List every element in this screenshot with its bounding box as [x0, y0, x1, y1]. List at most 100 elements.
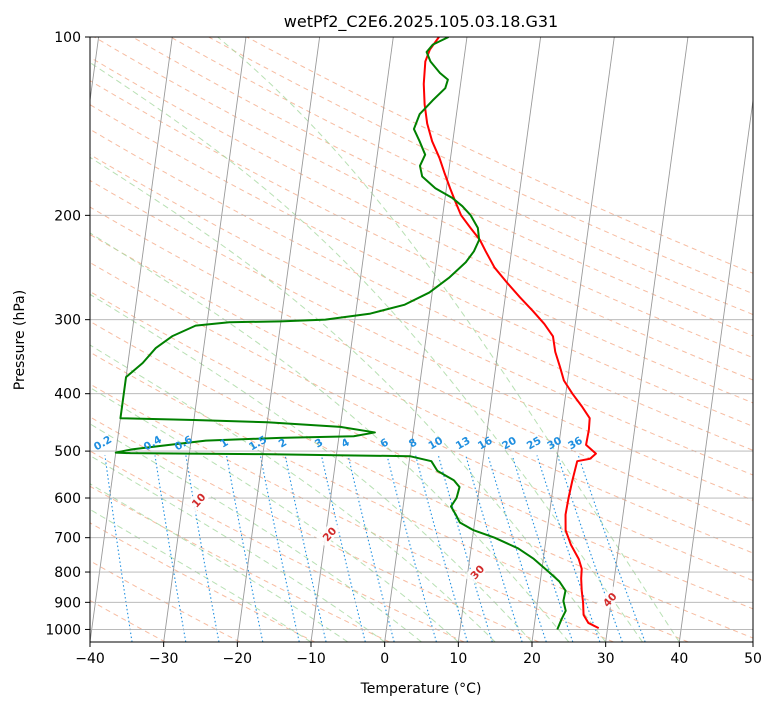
moist-adiabat-line	[90, 232, 570, 642]
dry-adiabat-line	[132, 37, 753, 337]
chart-title: wetPf2_C2E6.2025.105.03.18.G31	[284, 12, 558, 32]
isotherm-line	[310, 37, 394, 642]
moist-adiabat-line	[90, 454, 385, 642]
x-tick-label: 10	[449, 651, 467, 667]
dry-adiabat-line	[90, 179, 753, 501]
x-tick-label: −30	[149, 651, 179, 667]
dry-adiabat-line	[90, 233, 753, 554]
isotherm-line	[605, 37, 689, 642]
mixing-ratio-line	[577, 455, 646, 642]
moist-adiabat-line	[90, 508, 312, 642]
y-tick-label: 200	[54, 208, 81, 224]
x-tick-label: −20	[223, 651, 253, 667]
dry-adiabat-line	[90, 320, 753, 639]
isotherm-line	[236, 37, 321, 642]
dry-adiabat-line	[90, 351, 689, 642]
y-tick-label: 1000	[45, 622, 81, 638]
dry-adiabat-label-bg	[316, 520, 342, 547]
temperature-line	[422, 37, 600, 630]
moist-adiabat-line	[217, 37, 680, 642]
mixing-ratio-label: 10	[426, 435, 445, 453]
mixing-ratio-line	[557, 455, 623, 642]
dry-adiabat-line	[246, 37, 753, 274]
dry-adiabat-line	[90, 485, 390, 642]
dry-adiabat-label-bg	[185, 486, 211, 514]
mixing-ratio-line	[415, 455, 469, 642]
mixing-ratio-label: 1.5	[247, 434, 269, 454]
dry-adiabat-line	[90, 56, 753, 381]
mixing-ratio-line	[104, 455, 133, 642]
dry-adiabat-line	[90, 416, 540, 642]
dry-adiabat-line	[208, 37, 753, 295]
y-tick-label: 900	[54, 595, 81, 611]
mixing-ratio-label: 0.4	[142, 434, 164, 454]
dry-adiabat-line	[90, 153, 753, 476]
mixing-ratio-label: 25	[525, 435, 544, 453]
isotherm-line	[384, 37, 468, 642]
y-tick-label: 100	[54, 30, 81, 46]
mixing-ratio-line	[511, 455, 574, 642]
mixing-ratio-line	[386, 455, 437, 642]
mixing-ratio-label: 4	[339, 436, 351, 450]
isotherm-line	[163, 37, 247, 642]
mixing-ratio-line	[465, 455, 523, 642]
mixing-ratio-label: 8	[407, 436, 419, 450]
mixing-ratio-label: 36	[566, 435, 585, 453]
mixing-ratio-label: 20	[500, 435, 519, 453]
y-tick-label: 600	[54, 491, 81, 507]
axes: −40 −30 −20 −10 0 10 20 30 40 50 1000 900 800 700 600 5…	[45, 30, 762, 667]
mixing-ratio-line	[320, 455, 366, 642]
dry-adiabat-line	[90, 290, 753, 610]
x-tick-label: −10	[296, 651, 326, 667]
mixing-ratio-line	[347, 455, 395, 642]
y-tick-label: 300	[54, 313, 81, 329]
x-tick-label: 40	[670, 651, 688, 667]
x-tick-label: 30	[597, 651, 615, 667]
isotherm-line	[531, 37, 615, 642]
x-tick-label: 0	[380, 651, 389, 667]
dry-adiabat-line	[170, 37, 753, 316]
isotherm-line	[90, 37, 173, 642]
y-tick-label: 800	[54, 565, 81, 581]
mixing-ratio-line	[226, 455, 264, 642]
y-axis-label: Pressure (hPa)	[12, 290, 28, 390]
dry-adiabat-line	[90, 383, 614, 642]
y-tick-label: 400	[54, 387, 81, 403]
profile-lines	[114, 37, 600, 630]
dry-adiabat-line	[90, 104, 753, 427]
mixing-ratio-line	[437, 455, 493, 642]
x-tick-label: −40	[75, 651, 105, 667]
y-tick-label: 500	[54, 444, 81, 460]
isotherm-line	[90, 37, 100, 104]
x-tick-label: 20	[523, 651, 541, 667]
dry-adiabat-label-bg	[596, 585, 622, 613]
isotherm-line	[752, 638, 753, 642]
mixing-ratio-line	[536, 455, 601, 642]
moist-adiabat-line	[90, 293, 533, 642]
moist-adiabat-line	[90, 156, 607, 642]
isotherm-line	[678, 97, 753, 642]
dry-adiabat-line	[90, 206, 753, 527]
x-tick-label: 50	[744, 651, 762, 667]
moist-adiabat-line	[90, 386, 459, 642]
mixing-ratio-label: 13	[454, 435, 473, 453]
dry-adiabat-line	[90, 128, 753, 451]
grid-lines	[90, 37, 753, 642]
isotherm-line	[457, 37, 542, 642]
y-tick-label: 700	[54, 531, 81, 547]
moist-adiabat-line	[90, 423, 422, 642]
moist-adiabat-line	[90, 344, 496, 642]
dewpoint-line	[114, 37, 567, 630]
x-axis-label: Temperature (°C)	[360, 681, 482, 697]
plot-frame	[89, 36, 754, 643]
mixing-ratio-line	[58, 455, 82, 642]
background-lines	[58, 37, 753, 642]
dry-adiabat-line	[90, 262, 753, 582]
dry-adiabat-line	[90, 80, 753, 404]
mixing-ratio-label: 16	[476, 435, 495, 453]
dry-adiabat-label-bg	[463, 558, 490, 585]
mixing-ratio-label: 1	[218, 436, 230, 450]
mixing-ratio-label: 30	[545, 435, 564, 453]
dry-adiabat-line	[90, 522, 315, 642]
